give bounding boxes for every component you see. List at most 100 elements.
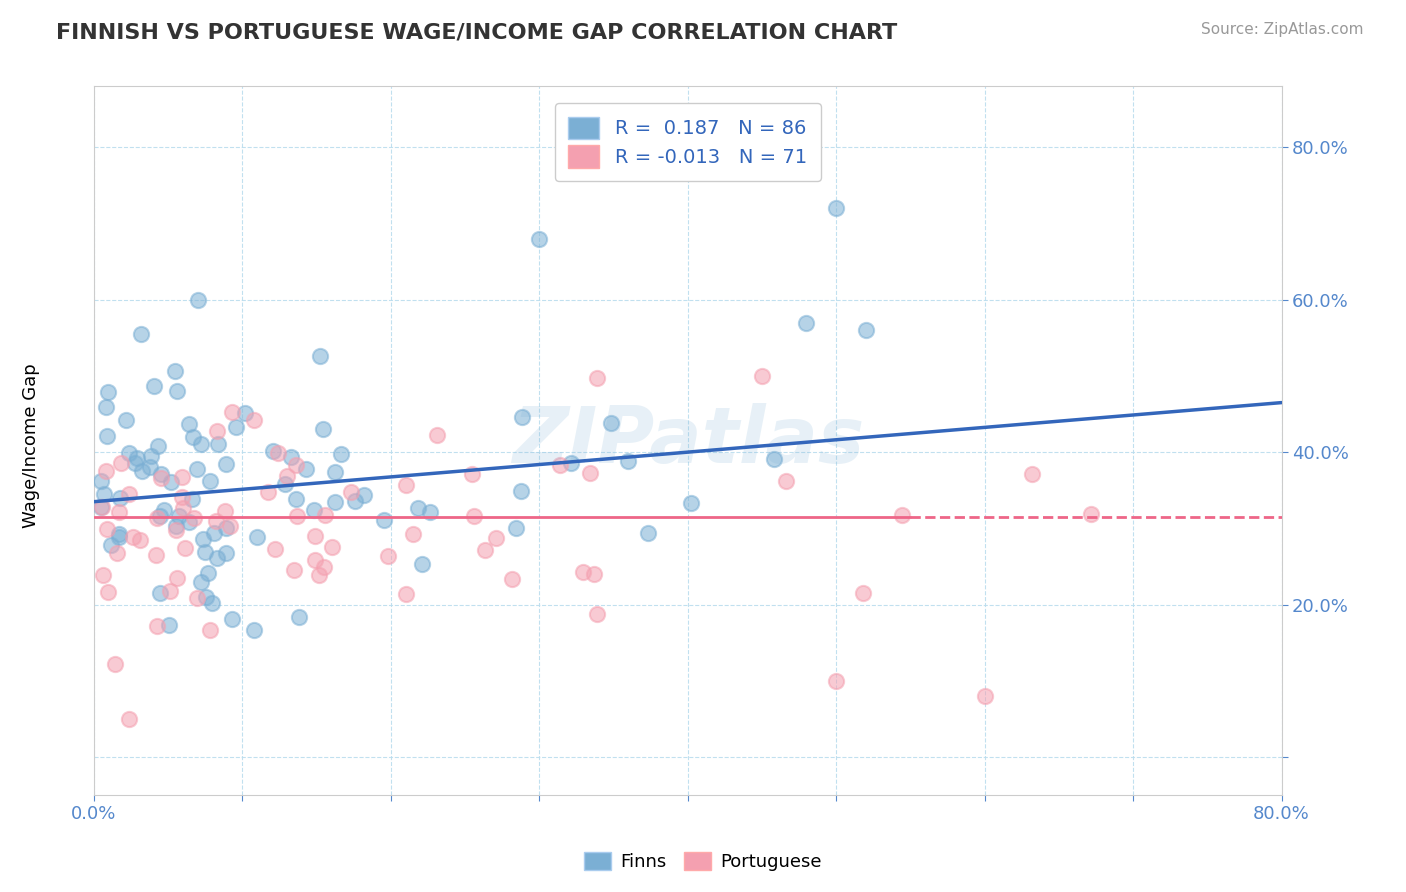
Point	[165, 363, 187, 377]
Point	[107, 504, 129, 518]
Point	[172, 501, 194, 516]
Point	[419, 505, 441, 519]
Point	[104, 657, 127, 671]
Text: Source: ZipAtlas.com: Source: ZipAtlas.com	[1201, 22, 1364, 37]
Point	[198, 474, 221, 488]
Point	[309, 349, 332, 363]
Point	[118, 712, 141, 726]
Point	[186, 462, 208, 476]
Point	[202, 525, 225, 540]
Point	[110, 456, 132, 470]
Point	[276, 468, 298, 483]
Point	[108, 530, 131, 544]
Point	[312, 422, 335, 436]
Point	[501, 572, 523, 586]
Point	[215, 546, 238, 560]
Point	[195, 590, 218, 604]
Point	[973, 689, 995, 703]
Point	[145, 618, 167, 632]
Point	[274, 477, 297, 491]
Point	[169, 509, 191, 524]
Text: Wage/Income Gap: Wage/Income Gap	[22, 364, 39, 528]
Point	[343, 493, 366, 508]
Point	[94, 465, 117, 479]
Point	[115, 413, 138, 427]
Point	[172, 470, 194, 484]
Point	[215, 458, 238, 472]
Point	[426, 428, 449, 442]
Point	[529, 232, 551, 246]
Point	[474, 542, 496, 557]
Point	[150, 467, 173, 482]
Point	[796, 316, 818, 330]
Point	[172, 490, 194, 504]
Point	[775, 474, 797, 488]
Point	[637, 526, 659, 541]
Point	[214, 504, 236, 518]
Point	[560, 456, 582, 470]
Point	[108, 526, 131, 541]
Point	[90, 500, 112, 514]
Point	[165, 519, 187, 533]
Point	[108, 491, 131, 506]
Point	[159, 583, 181, 598]
Text: ZIPatlas: ZIPatlas	[512, 402, 863, 479]
Point	[304, 552, 326, 566]
Point	[193, 533, 215, 547]
Point	[94, 400, 117, 414]
Point	[246, 530, 269, 544]
Point	[283, 563, 305, 577]
Point	[205, 424, 228, 438]
Point	[321, 540, 343, 554]
Point	[207, 551, 229, 566]
Point	[221, 612, 243, 626]
Point	[891, 508, 914, 522]
Point	[124, 456, 146, 470]
Point	[181, 430, 204, 444]
Point	[157, 618, 180, 632]
Point	[762, 451, 785, 466]
Point	[599, 416, 621, 430]
Point	[353, 487, 375, 501]
Point	[207, 437, 229, 451]
Point	[461, 467, 484, 481]
Point	[585, 371, 607, 385]
Point	[340, 484, 363, 499]
Point	[257, 484, 280, 499]
Point	[97, 384, 120, 399]
Point	[146, 439, 169, 453]
Point	[174, 541, 197, 555]
Point	[285, 491, 308, 506]
Point	[1021, 467, 1043, 481]
Point	[402, 527, 425, 541]
Point	[243, 623, 266, 637]
Point	[187, 293, 209, 307]
Point	[377, 549, 399, 563]
Point	[152, 503, 174, 517]
Point	[177, 515, 200, 529]
Point	[165, 523, 187, 537]
Point	[485, 531, 508, 545]
Legend: Finns, Portuguese: Finns, Portuguese	[576, 845, 830, 879]
Point	[751, 368, 773, 383]
Point	[285, 509, 308, 524]
Point	[125, 451, 148, 466]
Point	[149, 471, 172, 485]
Point	[141, 449, 163, 463]
Point	[312, 560, 335, 574]
Point	[287, 610, 309, 624]
Point	[825, 202, 848, 216]
Point	[90, 474, 112, 488]
Point	[825, 673, 848, 688]
Point	[302, 502, 325, 516]
Point	[235, 406, 257, 420]
Point	[505, 521, 527, 535]
Point	[131, 464, 153, 478]
Point	[1080, 507, 1102, 521]
Point	[295, 462, 318, 476]
Point	[395, 478, 418, 492]
Point	[548, 458, 571, 472]
Point	[146, 510, 169, 524]
Point	[221, 405, 243, 419]
Point	[149, 508, 172, 523]
